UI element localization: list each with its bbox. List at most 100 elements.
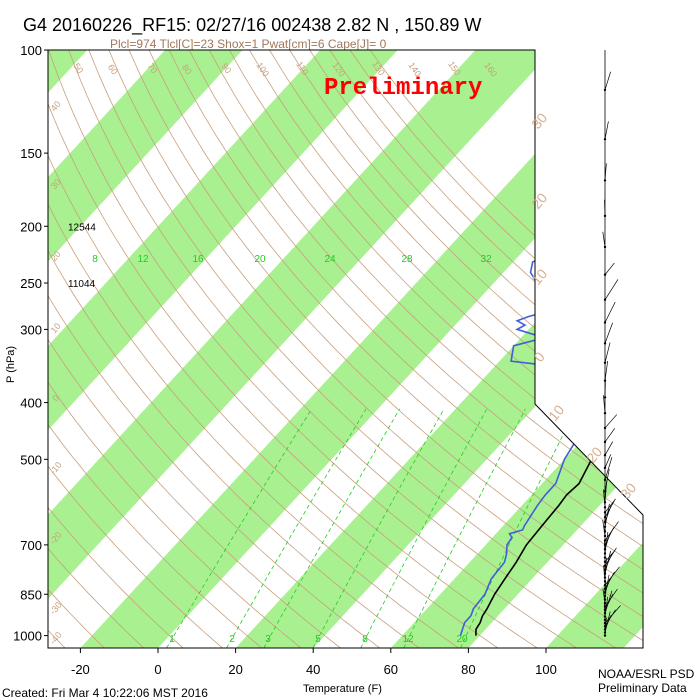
dry-adiabat — [48, 50, 263, 648]
dry-adiabat — [48, 50, 577, 648]
wind-barb — [604, 71, 611, 91]
dry-adiabat — [229, 50, 643, 648]
dry-adiabat — [48, 50, 381, 648]
mixing-ratio-label: 12 — [137, 254, 149, 265]
x-axis-label: Temperature (F) — [303, 683, 382, 695]
theta-label: 80 — [180, 62, 194, 76]
theta-e-label-left: 20 — [49, 249, 63, 263]
temperature-band — [48, 50, 243, 648]
height-label: 11044 — [68, 279, 96, 290]
y-tick-label: 200 — [20, 219, 42, 234]
mixing-ratio-label: 16 — [192, 254, 204, 265]
mixing-ratio-label-bottom: 12 — [402, 634, 414, 645]
wind-barb — [604, 428, 616, 443]
plot-frame — [47, 49, 644, 649]
wind-barb — [602, 231, 606, 248]
wind-barb — [604, 199, 606, 216]
mixing-ratio-line — [460, 408, 577, 648]
theta-e-label-left: 30 — [49, 177, 63, 191]
wind-barb — [604, 588, 618, 607]
mixing-ratio-label: 20 — [254, 254, 266, 265]
mixing-ratio-line — [226, 408, 367, 648]
y-axis-label: P (hPa) — [5, 346, 17, 383]
preliminary-watermark: Preliminary — [324, 75, 482, 102]
temperature-line — [475, 184, 643, 636]
dry-adiabat — [269, 50, 643, 648]
theta-e-label-left: -30 — [48, 600, 64, 616]
x-tick-label: -20 — [71, 662, 90, 677]
theta-label: 50 — [71, 61, 85, 75]
dry-adiabat — [48, 50, 144, 648]
wind-barb — [604, 500, 615, 513]
wind-barb — [604, 322, 613, 344]
wind-barb — [604, 566, 620, 586]
wind-barb — [604, 550, 616, 562]
x-tick-label: 100 — [535, 662, 557, 677]
wind-barb — [604, 163, 607, 181]
wind-barb — [604, 609, 616, 627]
dry-adiabat — [108, 50, 643, 648]
x-tick-label: 80 — [461, 662, 475, 677]
y-tick-label: 100 — [20, 43, 42, 58]
dry-adiabat — [48, 50, 538, 648]
mixing-ratio-line — [166, 408, 313, 648]
y-tick-label: 300 — [20, 322, 42, 337]
temperature-bands — [48, 50, 643, 648]
dry-adiabat — [68, 50, 617, 648]
mixing-ratio-label-bottom: 8 — [362, 634, 368, 645]
theta-e-label-left: 40 — [49, 99, 63, 113]
theta-label: 70 — [145, 61, 159, 75]
theta-e-label-left: 10 — [49, 321, 63, 335]
wind-barb — [602, 519, 606, 537]
dry-adiabat — [48, 50, 499, 648]
dry-adiabat — [309, 50, 643, 648]
wind-barb-staff — [602, 50, 621, 637]
y-tick-label: 250 — [20, 276, 42, 291]
temperature-band — [546, 50, 643, 648]
y-tick-label: 150 — [20, 146, 42, 161]
theta-label: 60 — [106, 62, 120, 76]
dry-adiabat — [48, 50, 341, 648]
theta-e-label: 10 — [545, 402, 567, 424]
wind-barb — [604, 414, 618, 429]
wind-barb — [604, 301, 616, 323]
y-tick-label: 1000 — [13, 629, 42, 644]
mixing-ratio-line — [403, 408, 526, 648]
dry-adiabat — [289, 50, 643, 648]
wind-barb — [604, 441, 614, 456]
x-tick-label: 0 — [154, 662, 161, 677]
y-tick-label: 400 — [20, 396, 42, 411]
mixing-ratio-label-bottom: 1 — [169, 634, 175, 645]
mixing-ratio-label: 8 — [92, 254, 98, 265]
dry-adiabat — [128, 50, 643, 648]
temperature-band — [48, 50, 553, 648]
dry-adiabat — [249, 50, 643, 648]
mixing-ratio-label-bottom: 3 — [265, 634, 271, 645]
dry-adiabat — [88, 50, 643, 648]
dry-adiabat — [48, 50, 302, 648]
chart-subtitle: Plcl=974 Tlcl[C]=23 Shox=1 Pwat[cm]=6 Ca… — [110, 37, 387, 51]
chart-title: G4 20160226_RF15: 02/27/16 002438 2.82 N… — [23, 15, 481, 36]
wind-barb — [604, 605, 621, 624]
wind-barb — [604, 360, 608, 381]
dry-adiabat — [48, 50, 459, 648]
theta-e-label: 30 — [617, 480, 639, 502]
dry-adiabat — [48, 50, 420, 648]
mixing-ratio-lines — [166, 408, 577, 648]
wind-barb — [604, 121, 609, 140]
credit-preliminary: Preliminary Data — [598, 681, 687, 695]
wind-barb — [604, 342, 611, 363]
x-axis: -20 0 20 40 60 80 100 — [71, 648, 557, 677]
height-label: 12544 — [68, 222, 96, 233]
wind-barb — [603, 395, 606, 414]
mixing-ratio-label-bottom: 5 — [315, 634, 321, 645]
x-tick-label: 40 — [306, 662, 320, 677]
wind-barb — [604, 279, 619, 300]
credit-org: NOAA/ESRL PSD — [598, 667, 695, 681]
y-tick-label: 850 — [20, 587, 42, 602]
theta-e-label-left: -10 — [48, 460, 64, 476]
mixing-ratio-label: 32 — [480, 254, 492, 265]
dry-adiabat — [148, 50, 643, 648]
mixing-ratio-label-bottom: 20 — [456, 634, 468, 645]
y-tick-label: 500 — [20, 452, 42, 467]
